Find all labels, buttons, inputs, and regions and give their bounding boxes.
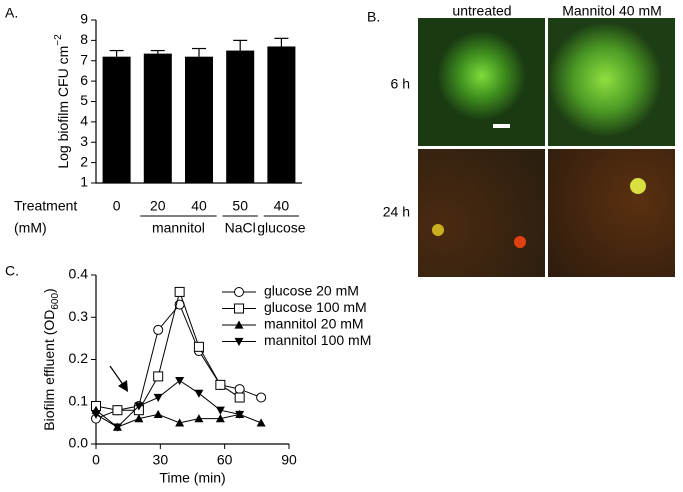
marker: [91, 410, 101, 419]
group-label: glucose: [257, 220, 305, 236]
y-tick-label: 7: [80, 51, 88, 67]
x-tick-label: 0: [113, 198, 121, 214]
marker: [153, 371, 164, 382]
marker: [134, 402, 144, 411]
group-label: mannitol: [152, 220, 205, 236]
y-tick-label: 4: [80, 113, 88, 129]
y-tick-label: 8: [80, 31, 88, 47]
cluster: [630, 178, 646, 194]
panel-label: C.: [5, 263, 19, 279]
marker: [175, 418, 185, 427]
marker: [234, 392, 245, 403]
marker: [153, 324, 164, 335]
marker: [215, 414, 225, 423]
legend-label: glucose 100 mM: [264, 299, 367, 315]
series-line: [95, 290, 240, 411]
marker: [234, 337, 244, 346]
x-title: Treatment: [14, 198, 77, 214]
marker: [256, 418, 266, 427]
column-label: untreated: [452, 3, 511, 19]
legend-label: mannitol 100 mM: [264, 332, 371, 348]
x-tick-label: 40: [191, 198, 207, 214]
marker: [234, 320, 244, 329]
x-tick-label: 50: [232, 198, 248, 214]
scale-bar: [493, 124, 510, 128]
y-tick-label: 9: [80, 11, 88, 27]
y-tick-label: 6: [80, 72, 88, 88]
bar: [267, 46, 296, 183]
y-tick-label: 0.2: [69, 350, 89, 366]
cluster: [432, 224, 444, 236]
x-tick-label: 30: [153, 452, 169, 468]
y-tick-label: 1: [80, 174, 88, 190]
x-unit: (mM): [14, 220, 47, 236]
marker: [153, 393, 163, 403]
marker: [175, 377, 185, 386]
marker: [256, 392, 267, 403]
marker: [215, 379, 226, 390]
axis-title-part: Biofilm effluent (OD: [41, 310, 57, 431]
bar: [226, 50, 255, 183]
axis-title: Log biofilm CFU cm−2: [53, 34, 71, 169]
y-tick-label: 0.0: [69, 435, 89, 451]
micrograph: [548, 18, 675, 146]
axis-title-part: ): [41, 288, 57, 293]
axis-title-part: −2: [53, 34, 64, 46]
row-label: 24 h: [383, 204, 410, 220]
marker: [215, 406, 225, 415]
micrograph: [418, 18, 545, 146]
panel-label: B.: [367, 9, 380, 25]
y-tick-label: 3: [80, 133, 88, 149]
marker: [112, 423, 122, 432]
cluster: [514, 236, 526, 248]
marker: [234, 303, 244, 314]
y-tick-label: 2: [80, 153, 88, 169]
marker: [112, 405, 123, 416]
y-tick-label: 0.1: [69, 392, 89, 408]
axes: [95, 275, 289, 445]
arrow: [109, 365, 125, 387]
bar: [143, 53, 172, 184]
panel-b: B. untreated Mannitol 40 mM 6 h 24 h: [367, 3, 675, 277]
column-label: Mannitol 40 mM: [562, 3, 662, 19]
marker: [234, 287, 244, 297]
marker: [153, 409, 163, 419]
x-tick-label: 90: [281, 452, 297, 468]
marker: [234, 384, 245, 395]
x-tick-label: 20: [150, 198, 166, 214]
micrograph: [548, 149, 675, 277]
x-title: Time (min): [159, 470, 225, 486]
marker: [174, 286, 185, 297]
bar: [102, 56, 131, 183]
panel-label: A.: [5, 5, 18, 21]
y-tick-label: 5: [80, 92, 88, 108]
y-tick-label: 0.4: [69, 266, 89, 282]
legend-label: glucose 20 mM: [264, 283, 359, 299]
marker: [194, 389, 204, 398]
row-label: 6 h: [391, 76, 410, 92]
x-tick-label: 40: [274, 198, 290, 214]
arrow-head: [118, 380, 128, 392]
axis-title-part: Log biofilm CFU cm: [55, 46, 71, 169]
group-label: NaCl: [225, 220, 256, 236]
marker: [193, 341, 204, 352]
x-tick-label: 60: [217, 452, 233, 468]
marker: [134, 414, 144, 423]
marker: [235, 410, 245, 419]
axis-title: Biofilm effluent (OD600): [41, 288, 61, 430]
y-tick-label: 0.3: [69, 308, 89, 324]
axis-title-part: 600: [50, 292, 61, 309]
x-tick-label: 0: [92, 452, 100, 468]
micrograph: [418, 149, 545, 277]
marker: [194, 414, 204, 423]
bar: [184, 56, 214, 183]
legend-label: mannitol 20 mM: [264, 316, 364, 332]
